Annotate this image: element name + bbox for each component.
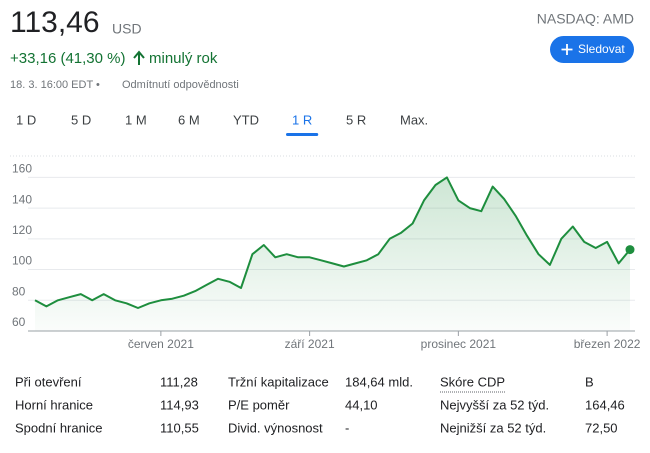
x-tick-label: červen 2021 bbox=[128, 337, 194, 351]
y-tick-label: 160 bbox=[12, 162, 32, 176]
follow-button[interactable] bbox=[550, 36, 634, 63]
stat-value: - bbox=[345, 420, 349, 435]
currency: USD bbox=[112, 21, 142, 37]
stat-label: Horní hranice bbox=[15, 397, 93, 412]
price-line bbox=[34, 176, 631, 309]
range-tab[interactable]: YTD bbox=[233, 112, 259, 127]
stat-value: B bbox=[585, 374, 594, 389]
stat-label: Spodní hranice bbox=[15, 420, 102, 435]
stat-value: 111,28 bbox=[160, 374, 198, 389]
follow-label[interactable]: Sledovat bbox=[578, 42, 625, 56]
range-tab[interactable]: 6 M bbox=[178, 112, 200, 127]
last-point bbox=[625, 245, 635, 255]
exchange: NASDAQ: AMD bbox=[537, 11, 634, 27]
stat-label[interactable]: Skóre CDP bbox=[440, 374, 505, 389]
stat-value: 114,93 bbox=[160, 397, 199, 412]
timestamp: 18. 3. 16:00 EDT • bbox=[10, 79, 100, 91]
stat-label: Při otevření bbox=[15, 374, 82, 389]
stat-value: 44,10 bbox=[345, 397, 378, 412]
change: +33,16 (41,30 %) bbox=[10, 50, 126, 67]
range-tab[interactable]: 1 D bbox=[16, 112, 36, 127]
x-tick-label: prosinec 2021 bbox=[421, 337, 497, 351]
active-tab-underline bbox=[286, 133, 319, 136]
stat-label: Nejvyšší za 52 týd. bbox=[440, 397, 549, 412]
disclaimer-link[interactable]: Odmítnutí odpovědnosti bbox=[122, 79, 239, 91]
stat-label: Nejnižší za 52 týd. bbox=[440, 420, 546, 435]
period: minulý rok bbox=[149, 50, 218, 67]
stat-value: 184,64 mld. bbox=[345, 374, 413, 389]
y-tick-label: 120 bbox=[12, 223, 32, 237]
range-tab[interactable]: 5 R bbox=[346, 112, 366, 127]
stat-value: 110,55 bbox=[160, 420, 199, 435]
y-tick-label: 60 bbox=[12, 315, 26, 329]
range-tab[interactable]: 1 R bbox=[292, 112, 312, 127]
x-tick-label: březen 2022 bbox=[574, 337, 641, 351]
up-arrow bbox=[133, 50, 145, 65]
stat-value: 72,50 bbox=[585, 420, 618, 435]
y-tick-label: 100 bbox=[12, 254, 32, 268]
stat-value: 164,46 bbox=[585, 397, 625, 412]
range-tab[interactable]: 5 D bbox=[71, 112, 91, 127]
line-area bbox=[35, 177, 630, 331]
y-tick-label: 140 bbox=[12, 192, 32, 206]
range-tab[interactable]: 1 M bbox=[125, 112, 147, 127]
stat-label: Tržní kapitalizace bbox=[228, 374, 329, 389]
range-tab[interactable]: Max. bbox=[400, 112, 428, 127]
stat-label: Divid. výnosnost bbox=[228, 420, 323, 435]
price: 113,46 bbox=[10, 6, 100, 39]
stat-label: P/E poměr bbox=[228, 397, 290, 412]
x-tick-label: září 2021 bbox=[285, 337, 335, 351]
plus-icon bbox=[561, 44, 573, 55]
y-tick-label: 80 bbox=[12, 284, 26, 298]
